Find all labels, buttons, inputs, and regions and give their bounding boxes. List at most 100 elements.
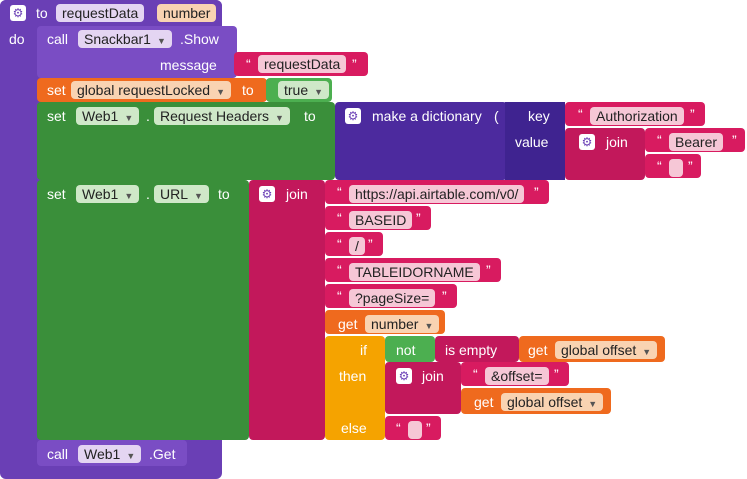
number-var-name: number bbox=[371, 316, 419, 332]
chevron-down-icon: ▼ bbox=[314, 87, 324, 97]
offset-var-dropdown[interactable]: global offset ▼ bbox=[555, 341, 658, 359]
procedure-name-field[interactable]: requestData bbox=[56, 4, 145, 22]
key-socket-block[interactable] bbox=[505, 102, 565, 180]
url-base-text-value[interactable]: https://api.airtable.com/v0/ bbox=[349, 185, 525, 203]
web1-url-component-dropdown[interactable]: Web1 ▼ bbox=[76, 185, 140, 203]
make-dictionary-block[interactable] bbox=[335, 102, 507, 180]
value-join-block[interactable] bbox=[565, 128, 645, 180]
web1-url-component-name: Web1 bbox=[82, 186, 119, 202]
else-label: else bbox=[341, 420, 367, 436]
chevron-down-icon: ▼ bbox=[124, 113, 134, 123]
not-block[interactable] bbox=[385, 336, 435, 362]
quote-close-icon: ” bbox=[688, 158, 693, 174]
quote-open-icon: “ bbox=[578, 106, 583, 122]
then-offset-var-name: global offset bbox=[507, 394, 583, 410]
make-dictionary-label: make a dictionary bbox=[372, 108, 482, 124]
quote-close-icon: ” bbox=[690, 106, 695, 122]
not-label: not bbox=[396, 342, 416, 358]
if-label: if bbox=[360, 342, 367, 358]
number-var-dropdown[interactable]: number ▼ bbox=[365, 315, 440, 333]
space-text-value[interactable] bbox=[669, 159, 683, 177]
authorization-text-value[interactable]: Authorization bbox=[590, 107, 684, 125]
procedure-do-label: do bbox=[9, 31, 25, 47]
key-label: key bbox=[528, 108, 550, 124]
set-label: set bbox=[47, 82, 66, 98]
chevron-down-icon: ▼ bbox=[216, 87, 226, 97]
quote-open-icon: “ bbox=[337, 210, 342, 226]
url-property-dropdown[interactable]: URL ▼ bbox=[154, 185, 209, 203]
join-label: join bbox=[286, 186, 308, 202]
chevron-down-icon: ▼ bbox=[156, 36, 166, 46]
chevron-down-icon: ▼ bbox=[588, 399, 598, 409]
quote-open-icon: “ bbox=[657, 158, 662, 174]
quote-open-icon: “ bbox=[337, 288, 342, 304]
quote-close-icon: ” bbox=[426, 420, 431, 436]
get-label: get bbox=[528, 342, 548, 358]
call-label: call bbox=[47, 446, 69, 462]
set-label: set bbox=[47, 108, 66, 124]
tableid-text-value[interactable]: TABLEIDORNAME bbox=[349, 263, 480, 281]
snackbar-component-name: Snackbar1 bbox=[84, 31, 151, 47]
get-method-label: .Get bbox=[149, 446, 176, 462]
paren-open-icon: ( bbox=[494, 108, 499, 124]
snackbar-component-dropdown[interactable]: Snackbar1 ▼ bbox=[78, 30, 172, 48]
gear-icon[interactable]: ⚙ bbox=[396, 368, 412, 384]
url-property: URL bbox=[160, 186, 189, 202]
set-to-label: to bbox=[218, 186, 230, 202]
quote-open-icon: “ bbox=[337, 236, 342, 252]
else-text-value[interactable] bbox=[408, 421, 422, 439]
chevron-down-icon: ▼ bbox=[194, 191, 203, 201]
quote-open-icon: “ bbox=[396, 420, 401, 436]
web1-component-dropdown[interactable]: Web1 ▼ bbox=[76, 107, 140, 125]
dot-label: . bbox=[146, 108, 150, 124]
bearer-text-value[interactable]: Bearer bbox=[669, 133, 724, 151]
gear-icon[interactable]: ⚙ bbox=[10, 5, 26, 21]
url-join-block[interactable] bbox=[249, 180, 325, 440]
quote-open-icon: “ bbox=[473, 366, 478, 382]
baseid-text-value[interactable]: BASEID bbox=[349, 211, 413, 229]
quote-close-icon: ” bbox=[732, 132, 737, 148]
web1-component-name: Web1 bbox=[82, 108, 119, 124]
request-locked-var-dropdown[interactable]: global requestLocked ▼ bbox=[71, 81, 232, 99]
value-label: value bbox=[515, 134, 549, 150]
join-label: join bbox=[606, 134, 628, 150]
quote-close-icon: ” bbox=[554, 366, 559, 382]
chevron-down-icon: ▼ bbox=[274, 113, 284, 123]
set-to-label: to bbox=[242, 82, 254, 98]
slash-text-value[interactable]: / bbox=[349, 237, 365, 255]
chevron-down-icon: ▼ bbox=[642, 347, 652, 357]
call-label: call bbox=[47, 31, 69, 47]
pagesize-text-value[interactable]: ?pageSize= bbox=[349, 289, 436, 307]
web1-get-component-dropdown[interactable]: Web1 ▼ bbox=[78, 445, 142, 463]
request-headers-property-dropdown[interactable]: Request Headers ▼ bbox=[154, 107, 290, 125]
offset-var-name: global offset bbox=[561, 342, 637, 358]
get-label: get bbox=[474, 394, 494, 410]
gear-icon[interactable]: ⚙ bbox=[345, 108, 361, 124]
then-label: then bbox=[339, 368, 367, 384]
gear-icon[interactable]: ⚙ bbox=[259, 186, 275, 202]
chevron-down-icon: ▼ bbox=[126, 451, 136, 461]
set-label: set bbox=[47, 186, 66, 202]
then-offset-var-dropdown[interactable]: global offset ▼ bbox=[501, 393, 604, 411]
if-then-else-block[interactable] bbox=[325, 336, 385, 440]
quote-open-icon: “ bbox=[657, 132, 662, 148]
set-url-block[interactable] bbox=[37, 180, 249, 440]
set-to-label: to bbox=[304, 108, 316, 124]
procedure-param[interactable]: number bbox=[157, 4, 217, 22]
is-empty-block[interactable] bbox=[435, 336, 519, 362]
web1-get-component-name: Web1 bbox=[84, 446, 121, 462]
is-empty-label: is empty bbox=[445, 342, 498, 358]
quote-close-icon: ” bbox=[534, 184, 539, 200]
true-value: true bbox=[284, 82, 309, 98]
offset-param-text-value[interactable]: &offset= bbox=[485, 367, 549, 385]
request-locked-var-name: global requestLocked bbox=[77, 82, 211, 98]
get-label: get bbox=[338, 316, 358, 332]
true-dropdown[interactable]: true ▼ bbox=[278, 81, 330, 99]
quote-open-icon: “ bbox=[337, 262, 342, 278]
quote-open-icon: “ bbox=[246, 56, 251, 72]
gear-icon[interactable]: ⚙ bbox=[579, 134, 595, 150]
message-text-value[interactable]: requestData bbox=[258, 55, 347, 73]
quote-close-icon: ” bbox=[368, 236, 373, 252]
quote-close-icon: ” bbox=[352, 56, 357, 72]
quote-open-icon: “ bbox=[337, 184, 342, 200]
